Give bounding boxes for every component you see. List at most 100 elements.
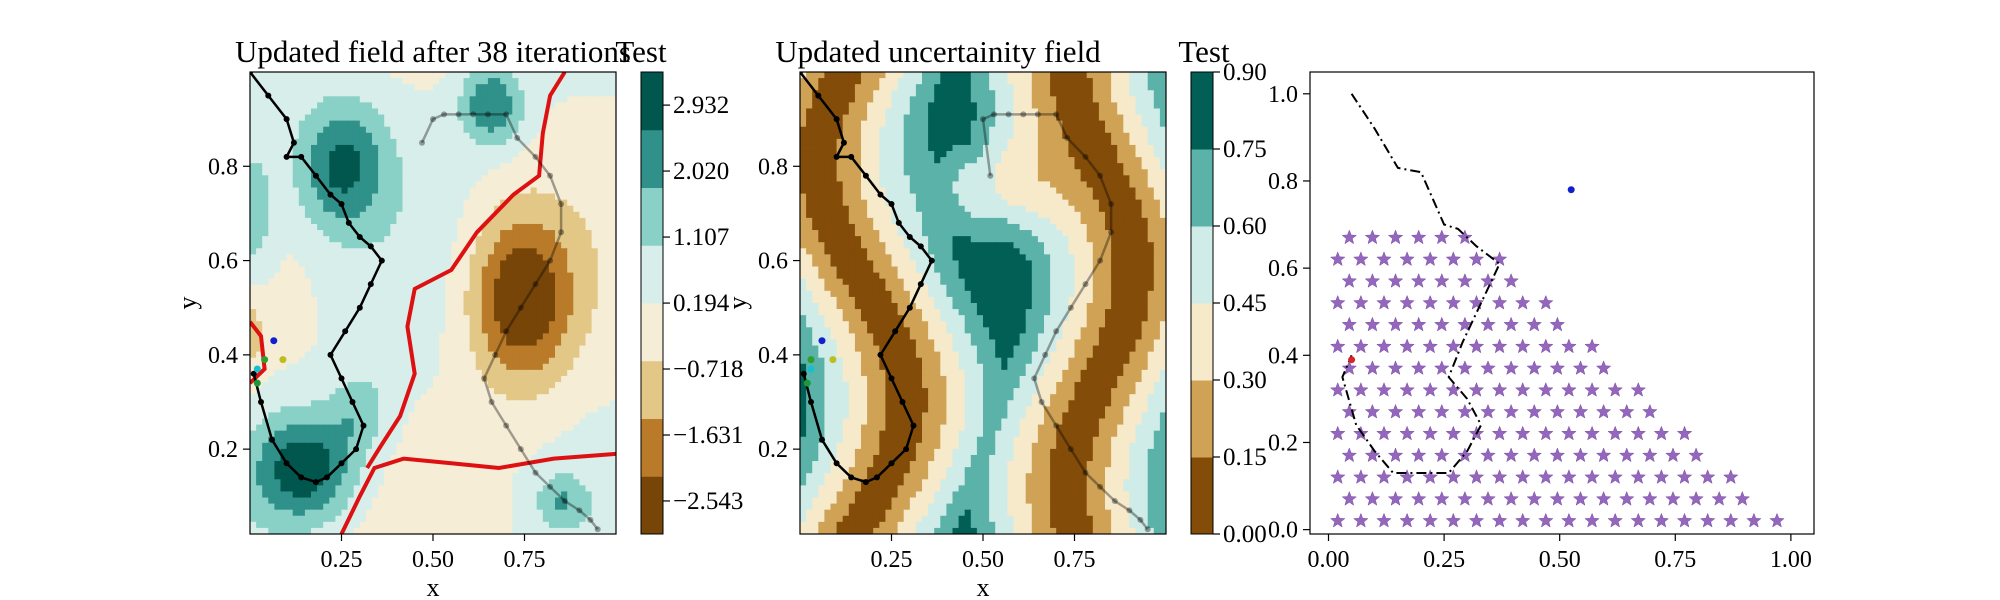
field-cell (487, 339, 495, 347)
field-cell (591, 72, 599, 79)
field-cell (603, 151, 611, 158)
field-cell (286, 211, 294, 219)
field-cell (500, 120, 507, 128)
field-cell (524, 351, 532, 359)
field-cell (609, 96, 616, 103)
field-cell (548, 120, 556, 128)
field-cell (609, 144, 616, 152)
field-cell (359, 309, 367, 316)
field-colorbar-label: Test (615, 34, 667, 69)
field-cell (597, 151, 605, 158)
field-cell (335, 296, 343, 304)
field-cell (506, 448, 513, 456)
field-cell (542, 151, 550, 158)
field-cell (445, 236, 452, 243)
field-cell (524, 339, 532, 347)
field-cell (329, 260, 336, 268)
field-cell (317, 424, 324, 432)
field-cell (524, 223, 532, 231)
field-cell (530, 509, 538, 517)
field-cell (378, 169, 385, 176)
field-cell (359, 108, 367, 116)
field-cell (885, 78, 893, 85)
field-cell (359, 406, 367, 414)
field-cell (250, 260, 257, 268)
field-cell (591, 461, 599, 468)
field-cell (597, 96, 605, 103)
field-cell (414, 290, 422, 298)
field-cell (512, 102, 519, 110)
field-cell (408, 369, 416, 377)
field-cell (487, 436, 495, 444)
field-cell (506, 205, 513, 213)
field-cell (524, 315, 532, 322)
field-cell (359, 223, 367, 231)
field-cell (329, 394, 336, 401)
field-cell (329, 363, 336, 371)
field-cell (506, 436, 513, 444)
field-cell (536, 217, 544, 225)
field-cell (555, 345, 562, 353)
field-cell (494, 406, 501, 414)
field-cell (378, 266, 385, 274)
field-cell (561, 303, 568, 310)
field-cell (426, 78, 434, 85)
field-cell (512, 382, 519, 389)
field-cell (451, 491, 458, 499)
field-cell (359, 72, 367, 79)
field-cell (567, 406, 574, 414)
field-cell (518, 90, 526, 97)
field-cell (494, 527, 501, 534)
field-cell (487, 102, 495, 110)
field-cell (445, 132, 452, 140)
field-cell (469, 309, 477, 316)
field-cell (378, 412, 385, 420)
field-cell (311, 485, 318, 493)
field-cell (372, 491, 379, 499)
field-cell (512, 448, 519, 456)
field-cell (274, 515, 282, 523)
field-cell (579, 309, 587, 316)
field-cell (469, 193, 477, 201)
field-cell (274, 321, 282, 328)
field-cell (451, 290, 458, 298)
field-cell (311, 473, 318, 480)
field-cell (579, 442, 587, 450)
field-cell (597, 375, 605, 383)
field-cell (555, 236, 562, 243)
field-cell (463, 503, 471, 511)
field-cell (250, 169, 257, 176)
field-cell (518, 181, 526, 189)
field-cell (414, 448, 422, 456)
field-cell (304, 436, 312, 444)
field-cell (475, 157, 483, 164)
field-cell (311, 138, 318, 146)
field-cell (518, 169, 526, 176)
field-cell (298, 461, 306, 468)
field-cell (573, 309, 580, 316)
field-cell (555, 309, 562, 316)
field-cell (806, 90, 813, 97)
field-cell (579, 369, 587, 377)
field-cell (286, 120, 294, 128)
field-cell (274, 479, 282, 486)
field-cell (542, 242, 550, 249)
field-cell (1098, 84, 1106, 91)
field-cell (481, 309, 489, 316)
field-cell (445, 169, 452, 176)
field-cell (286, 509, 294, 517)
field-cell (512, 84, 519, 91)
field-cell (481, 193, 489, 201)
field-cell (268, 388, 275, 395)
field-cell (323, 309, 330, 316)
field-cell (555, 102, 562, 110)
field-cell (335, 448, 343, 456)
field-cell (1031, 84, 1039, 91)
field-cell (530, 327, 538, 334)
field-cell (439, 400, 446, 407)
field-cell (329, 157, 336, 164)
field-cell (500, 114, 507, 122)
field-cell (463, 357, 471, 365)
field-cell (402, 230, 410, 237)
field-cell (451, 169, 458, 176)
